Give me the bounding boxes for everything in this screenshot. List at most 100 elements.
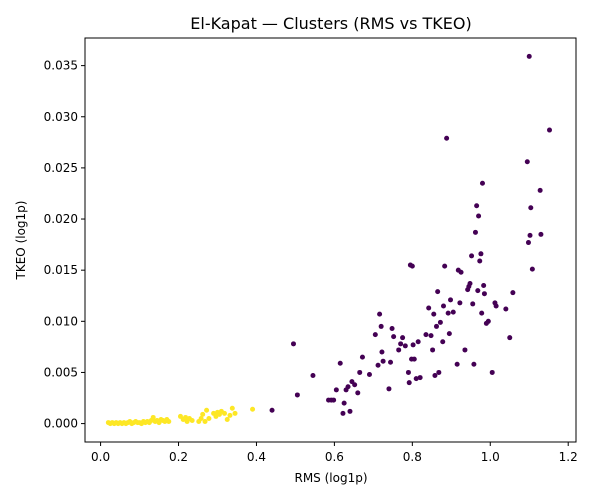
y-tick-label: 0.020 — [44, 212, 78, 226]
data-point — [229, 405, 235, 411]
y-tick-label: 0.025 — [44, 161, 78, 175]
x-tick-label: 0.2 — [169, 450, 188, 464]
data-point — [375, 362, 381, 368]
data-point — [470, 301, 476, 307]
data-point — [232, 410, 238, 416]
data-point — [431, 311, 437, 317]
chart-title: El-Kapat — Clusters (RMS vs TKEO) — [190, 14, 471, 33]
data-point — [441, 303, 447, 309]
data-point — [396, 347, 402, 353]
cluster-0-points — [269, 53, 553, 416]
x-axis-label: RMS (log1p) — [294, 471, 367, 485]
data-point — [206, 415, 212, 421]
y-tick-label: 0.005 — [44, 365, 78, 379]
y-tick-label: 0.010 — [44, 314, 78, 328]
data-point — [357, 369, 363, 375]
data-point — [200, 411, 206, 417]
x-tick-label: 0.4 — [247, 450, 266, 464]
data-point — [454, 361, 460, 367]
data-point — [202, 419, 208, 425]
data-point — [479, 310, 485, 316]
data-point — [398, 341, 404, 347]
data-point — [290, 341, 296, 347]
x-tick-label: 0.0 — [91, 450, 110, 464]
data-point — [337, 360, 343, 366]
data-point — [166, 419, 172, 425]
data-point — [355, 390, 361, 396]
data-point — [386, 386, 392, 392]
data-point — [435, 289, 441, 295]
data-point — [183, 414, 189, 420]
data-point — [537, 187, 543, 193]
data-point — [372, 332, 378, 338]
x-axis: 0.0 0.2 0.4 0.6 0.8 1.0 1.2 — [91, 442, 578, 464]
data-point — [150, 414, 156, 420]
data-point — [410, 342, 416, 348]
data-point — [510, 290, 516, 296]
data-point — [450, 309, 456, 315]
data-point — [479, 180, 485, 186]
data-point — [366, 371, 372, 377]
data-point — [402, 343, 408, 349]
data-points — [105, 53, 553, 427]
data-point — [405, 369, 411, 375]
data-point — [222, 410, 228, 416]
data-point — [269, 407, 275, 413]
data-point — [538, 231, 544, 237]
data-point — [426, 305, 432, 311]
data-point — [525, 240, 531, 246]
plot-frame — [84, 37, 577, 443]
data-point — [378, 323, 384, 329]
cluster-1-points — [105, 405, 256, 427]
data-point — [524, 159, 530, 165]
data-point — [489, 369, 495, 375]
data-point — [444, 135, 450, 141]
data-point — [493, 303, 499, 309]
data-point — [445, 310, 451, 316]
data-point — [527, 232, 533, 238]
data-point — [310, 373, 316, 379]
data-point — [526, 53, 532, 59]
y-axis: 0.000 0.005 0.010 0.015 0.020 0.025 0.030 0.035 — [44, 59, 85, 431]
plot-area — [84, 37, 577, 443]
data-point — [430, 347, 436, 353]
data-point — [437, 319, 443, 325]
data-point — [388, 359, 394, 365]
data-point — [413, 376, 419, 382]
data-point — [345, 384, 351, 390]
data-point — [448, 297, 454, 303]
x-tick-label: 1.0 — [481, 450, 500, 464]
data-point — [440, 339, 446, 345]
data-point — [528, 205, 534, 211]
data-point — [477, 258, 483, 264]
y-tick-label: 0.035 — [44, 59, 78, 73]
data-point — [469, 253, 475, 259]
data-point — [391, 334, 397, 340]
data-point — [341, 400, 347, 406]
data-point — [478, 251, 484, 257]
data-point — [379, 349, 385, 355]
data-point — [204, 407, 210, 413]
data-point — [352, 382, 358, 388]
data-point — [432, 373, 438, 379]
data-point — [436, 369, 442, 375]
data-point — [406, 380, 412, 386]
data-point — [446, 331, 452, 337]
data-point — [467, 280, 473, 286]
data-point — [458, 269, 464, 275]
data-point — [415, 339, 421, 345]
data-point — [331, 397, 337, 403]
data-point — [250, 406, 256, 412]
y-tick-label: 0.030 — [44, 110, 78, 124]
data-point — [472, 229, 478, 235]
data-point — [377, 311, 383, 317]
data-point — [411, 356, 417, 362]
data-point — [547, 127, 553, 133]
data-point — [389, 325, 395, 331]
data-point — [507, 335, 513, 341]
y-axis-label: TKEO (log1p) — [14, 201, 28, 281]
data-point — [485, 318, 491, 324]
data-point — [475, 288, 481, 294]
data-point — [333, 387, 339, 393]
